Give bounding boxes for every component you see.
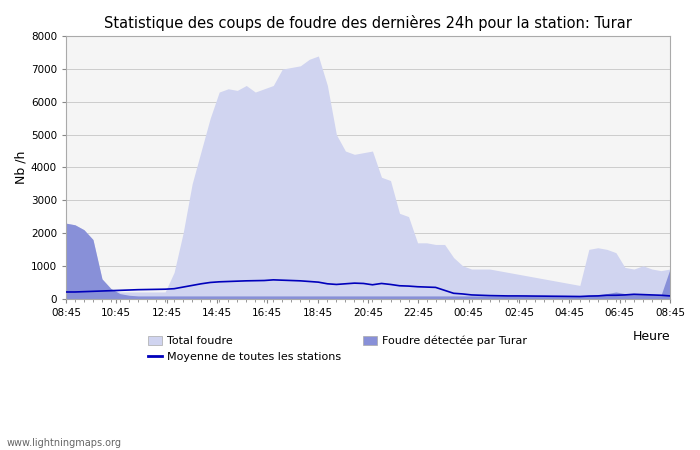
X-axis label: Heure: Heure [632, 330, 670, 343]
Title: Statistique des coups de foudre des dernières 24h pour la station: Turar: Statistique des coups de foudre des dern… [104, 15, 632, 31]
Y-axis label: Nb /h: Nb /h [15, 151, 28, 184]
Legend: Total foudre, Moyenne de toutes les stations, Foudre détectée par Turar: Total foudre, Moyenne de toutes les stat… [144, 331, 532, 366]
Text: www.lightningmaps.org: www.lightningmaps.org [7, 438, 122, 448]
